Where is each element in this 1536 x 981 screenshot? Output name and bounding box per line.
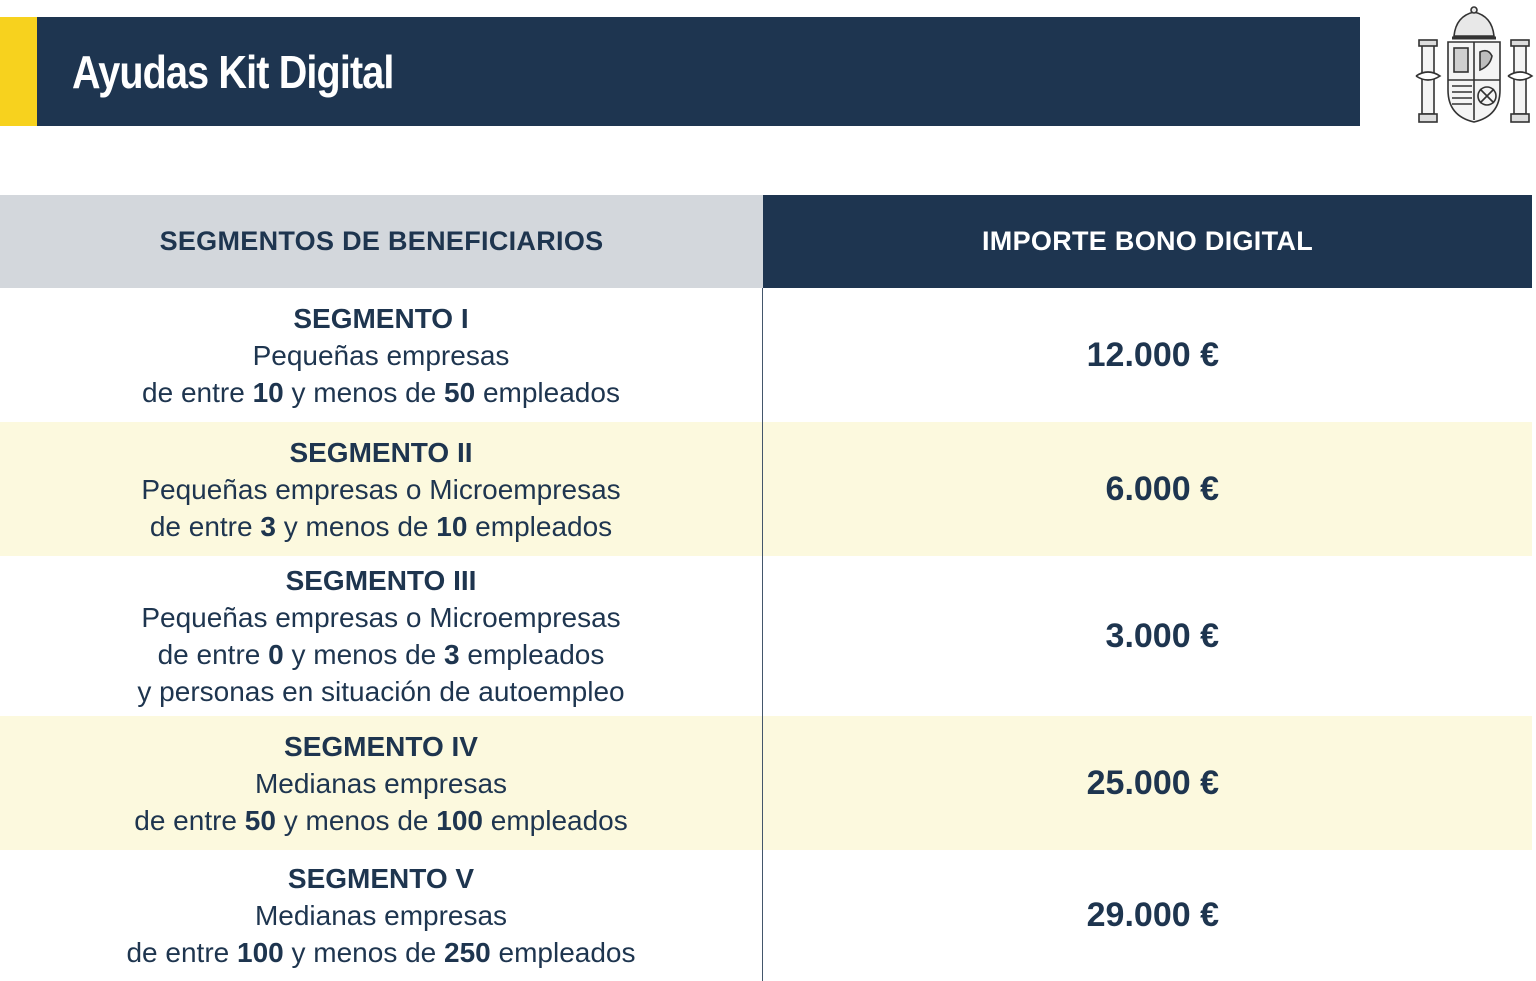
table-row: SEGMENTO I Pequeñas empresas de entre 10… bbox=[0, 288, 1532, 422]
segment-range: de entre 10 y menos de 50 empleados bbox=[142, 376, 620, 408]
amount-value: 3.000 € bbox=[1105, 616, 1219, 655]
segment-type: Medianas empresas bbox=[254, 767, 508, 799]
segment-type: Pequeñas empresas bbox=[252, 339, 510, 371]
segment-title: SEGMENTO III bbox=[285, 565, 477, 596]
segment-type: Medianas empresas bbox=[254, 900, 508, 931]
segment-title: SEGMENTO II bbox=[289, 436, 473, 468]
table-row: SEGMENTO V Medianas empresas de entre 10… bbox=[0, 850, 1532, 981]
segment-range: de entre 100 y menos de 250 empleados bbox=[126, 937, 636, 968]
amount-value: 25.000 € bbox=[1086, 763, 1219, 802]
segment-description: SEGMENTO II Pequeñas empresas o Microemp… bbox=[0, 422, 763, 556]
amount-value: 29.000 € bbox=[1086, 896, 1219, 934]
segment-title: SEGMENTO IV bbox=[284, 730, 478, 762]
segment-type: Pequeñas empresas o Microempresas bbox=[141, 602, 621, 633]
segment-extra: y personas en situación de autoempleo bbox=[137, 676, 625, 707]
segment-title: SEGMENTO V bbox=[287, 863, 475, 894]
page-title: Ayudas Kit Digital bbox=[72, 45, 394, 98]
bono-digital-table: SEGMENTOS DE BENEFICIARIOS IMPORTE BONO … bbox=[0, 195, 1532, 981]
column-header-segments: SEGMENTOS DE BENEFICIARIOS bbox=[0, 195, 763, 288]
amount-value: 12.000 € bbox=[1086, 335, 1219, 374]
segment-range: de entre 50 y menos de 100 empleados bbox=[134, 804, 628, 836]
segment-description: SEGMENTO V Medianas empresas de entre 10… bbox=[0, 850, 763, 981]
segment-range: de entre 0 y menos de 3 empleados bbox=[157, 639, 605, 670]
segment-title: SEGMENTO I bbox=[293, 302, 469, 334]
table-row: SEGMENTO IV Medianas empresas de entre 5… bbox=[0, 716, 1532, 850]
segment-range: de entre 3 y menos de 10 empleados bbox=[149, 510, 613, 542]
table-header: SEGMENTOS DE BENEFICIARIOS IMPORTE BONO … bbox=[0, 195, 1532, 288]
segment-type: Pequeñas empresas o Microempresas bbox=[141, 473, 621, 505]
banner-accent-bar bbox=[0, 17, 37, 126]
table-row: SEGMENTO II Pequeñas empresas o Microemp… bbox=[0, 422, 1532, 556]
table-row: SEGMENTO III Pequeñas empresas o Microem… bbox=[0, 556, 1532, 716]
amount-value: 6.000 € bbox=[1105, 469, 1219, 508]
segment-description: SEGMENTO I Pequeñas empresas de entre 10… bbox=[0, 288, 763, 422]
segment-description: SEGMENTO IV Medianas empresas de entre 5… bbox=[0, 716, 763, 850]
column-header-amount: IMPORTE BONO DIGITAL bbox=[763, 195, 1532, 288]
header-banner: Ayudas Kit Digital bbox=[37, 17, 1360, 126]
segment-description: SEGMENTO III Pequeñas empresas o Microem… bbox=[0, 556, 763, 716]
coat-of-arms-icon bbox=[1415, 6, 1534, 123]
